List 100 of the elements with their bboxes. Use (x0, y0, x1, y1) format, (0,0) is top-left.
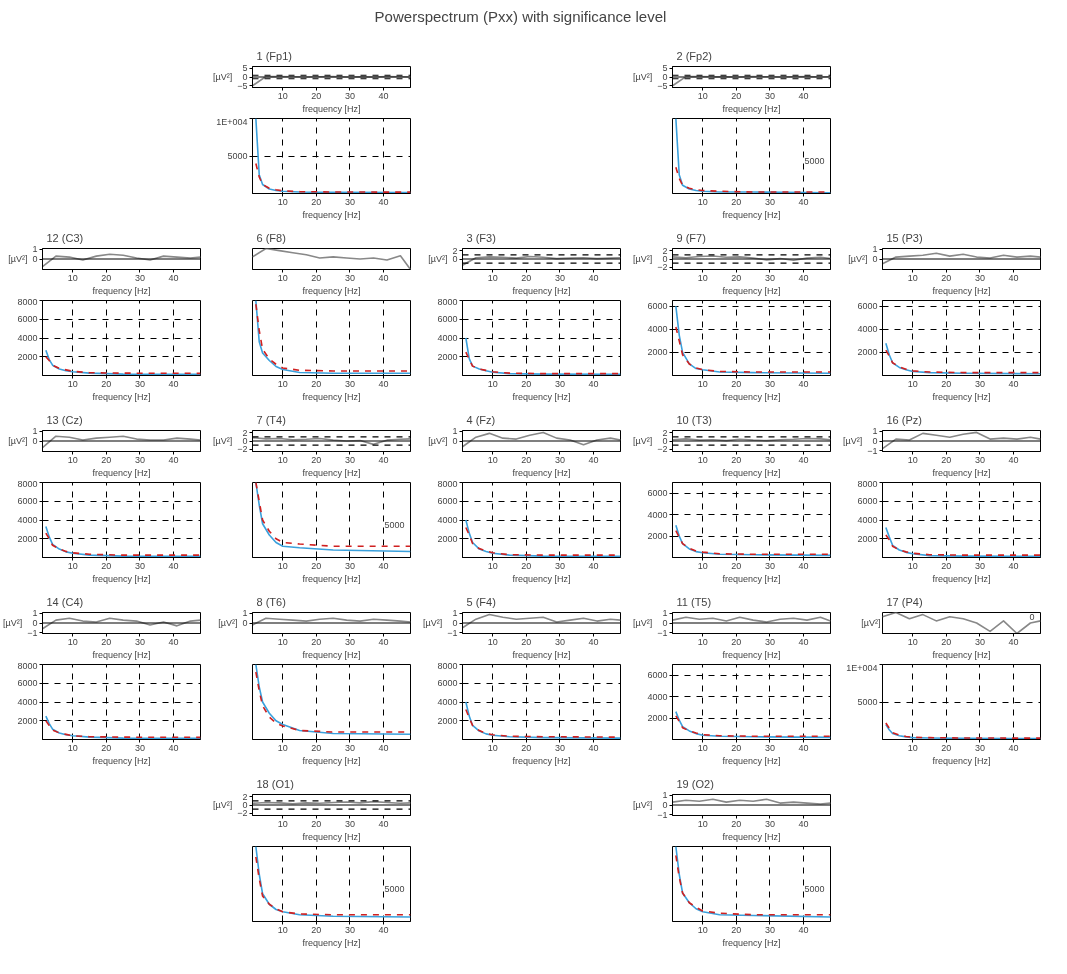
x-tick-label: 30 (554, 742, 565, 753)
x-tick-label: 20 (731, 196, 742, 207)
x-tick-label: 20 (311, 90, 322, 101)
x-tick-label: 30 (554, 636, 565, 647)
x-tick-label: 20 (101, 742, 112, 753)
y-tick-label: −1 (447, 627, 458, 638)
y-tick-label: 6000 (437, 314, 458, 325)
y-tick-label: 1 (452, 608, 458, 619)
y-tick-label: 8000 (857, 478, 878, 489)
x-tick-label: 40 (168, 378, 179, 389)
y-tick-label: 1E+004 (216, 116, 248, 127)
x-tick-label: 30 (134, 636, 145, 647)
x-tick-label: 20 (521, 454, 532, 465)
x-tick-label: 20 (311, 378, 322, 389)
chart-title: 10 (T3) (676, 413, 712, 426)
x-tick-label: 30 (974, 560, 985, 571)
x-tick-label: 30 (554, 272, 565, 283)
x-tick-label: 20 (731, 454, 742, 465)
chart-title: 12 (C3) (46, 231, 84, 244)
chart-title: 8 (T6) (256, 595, 286, 608)
y-tick-label: 1 (32, 608, 38, 619)
y-tick-label: 2 (452, 245, 458, 256)
x-tick-label: 10 (277, 924, 288, 935)
y-tick-label: 0 (662, 72, 668, 82)
x-tick-label: 20 (311, 196, 322, 207)
y-tick-label: 8000 (437, 478, 458, 489)
x-tick-label: 30 (554, 454, 565, 465)
y-axis-title: [µV²] (633, 436, 653, 446)
x-axis-title: frequency [Hz] (722, 649, 781, 660)
x-tick-label: 10 (277, 272, 288, 283)
x-tick-label: 10 (277, 560, 288, 571)
y-axis-title: [µV²] (3, 618, 23, 628)
y-tick-label: 0 (32, 436, 38, 446)
y-tick-label: 5 (662, 63, 668, 74)
x-tick-label: 20 (521, 636, 532, 647)
chart-title: 9 (F7) (676, 231, 706, 244)
x-tick-label: 10 (487, 454, 498, 465)
x-axis-title: frequency [Hz] (302, 285, 361, 296)
x-tick-label: 10 (277, 742, 288, 753)
chart-title: 14 (C4) (46, 595, 84, 608)
y-tick-label: 4000 (857, 324, 878, 335)
y-tick-label: 2000 (17, 351, 38, 362)
y-tick-label: 6000 (437, 678, 458, 689)
x-axis-title: frequency [Hz] (512, 755, 571, 766)
x-axis-title: frequency [Hz] (302, 391, 361, 402)
x-tick-label: 10 (907, 742, 918, 753)
x-axis-title: frequency [Hz] (92, 573, 151, 584)
y-tick-label: 4000 (17, 515, 38, 525)
y-tick-label: 1 (872, 244, 878, 255)
y-tick-label: −2 (657, 262, 668, 273)
x-axis-title: frequency [Hz] (92, 755, 151, 766)
x-tick-label: 30 (344, 272, 355, 283)
x-axis-title: frequency [Hz] (302, 103, 361, 114)
x-tick-label: 20 (731, 272, 742, 283)
x-tick-label: 10 (67, 454, 78, 465)
chart-title: 2 (Fp2) (676, 49, 712, 62)
y-tick-label: 6000 (857, 496, 878, 507)
y-tick-label: 4000 (647, 509, 668, 520)
x-tick-label: 10 (277, 636, 288, 647)
x-tick-label: 40 (588, 454, 599, 465)
y-tick-label: 1 (662, 790, 668, 801)
x-tick-label: 30 (554, 378, 565, 389)
x-tick-label: 30 (974, 378, 985, 389)
x-tick-label: 10 (697, 90, 708, 101)
x-axis-title: frequency [Hz] (722, 391, 781, 402)
y-tick-label: 0 (242, 800, 248, 810)
x-tick-label: 40 (798, 636, 809, 647)
y-tick-label: 2000 (647, 347, 668, 358)
x-tick-label: 40 (798, 196, 809, 207)
chart-title: 1 (Fp1) (256, 49, 292, 62)
chart-title: 5 (F4) (466, 595, 496, 608)
x-tick-label: 20 (311, 742, 322, 753)
y-tick-label: −1 (867, 445, 878, 456)
y-axis-title: [µV²] (213, 436, 233, 446)
y-tick-label: 6000 (437, 496, 458, 507)
x-axis-title: frequency [Hz] (512, 649, 571, 660)
y-tick-label: 6000 (17, 314, 38, 325)
x-tick-label: 40 (378, 196, 389, 207)
x-tick-label: 40 (798, 560, 809, 571)
y-tick-label: 2 (242, 791, 248, 802)
x-tick-label: 30 (344, 924, 355, 935)
x-tick-label: 40 (378, 90, 389, 101)
x-axis-title: frequency [Hz] (722, 209, 781, 220)
x-tick-label: 40 (798, 90, 809, 101)
x-tick-label: 30 (764, 454, 775, 465)
x-axis-title: frequency [Hz] (722, 937, 781, 948)
y-tick-label: 5000 (227, 151, 248, 161)
x-tick-label: 10 (277, 90, 288, 101)
y-tick-label: 2000 (437, 533, 458, 544)
y-tick-label: 6000 (857, 301, 878, 312)
x-tick-label: 30 (764, 378, 775, 389)
y-tick-label: 0 (452, 254, 458, 264)
y-axis-title: [µV²] (428, 436, 448, 446)
x-tick-label: 40 (588, 378, 599, 389)
x-tick-label: 20 (521, 272, 532, 283)
x-axis-title: frequency [Hz] (722, 573, 781, 584)
y-tick-label: 1 (242, 608, 248, 619)
y-tick-label: 6000 (647, 488, 668, 499)
x-tick-label: 40 (378, 818, 389, 829)
y-tick-label: 0 (662, 436, 668, 446)
